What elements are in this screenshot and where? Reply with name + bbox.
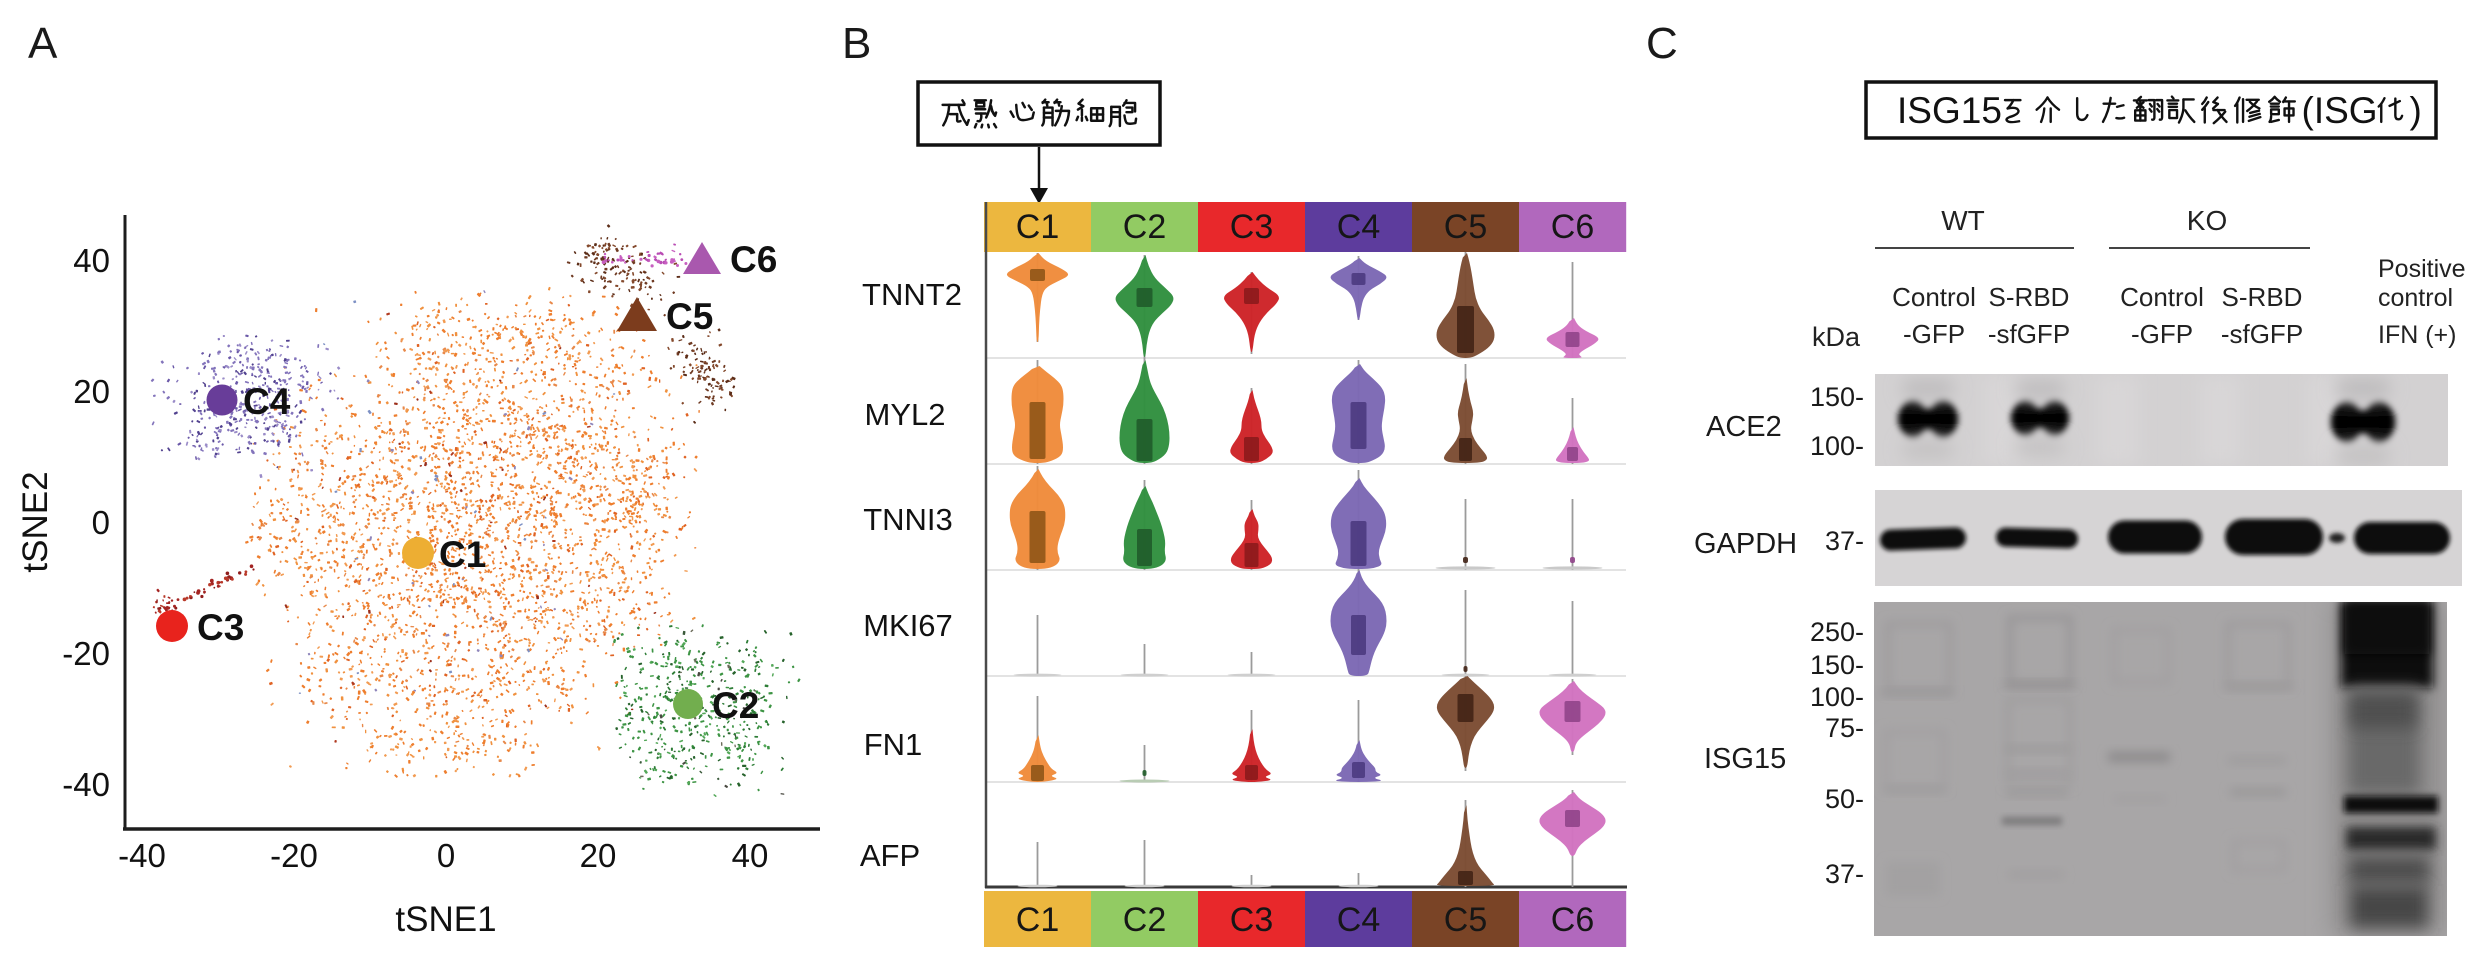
svg-text:FN1: FN1 [864,727,923,762]
svg-text:C1: C1 [439,534,486,575]
svg-text:tSNE2: tSNE2 [16,471,55,572]
svg-text:-sfGFP: -sfGFP [2221,319,2303,349]
svg-text:C6: C6 [1551,901,1594,939]
svg-text:control: control [2378,284,2453,312]
svg-text:-sfGFP: -sfGFP [1988,319,2070,349]
svg-text:B: B [842,19,871,68]
svg-text:S-RBD: S-RBD [1989,282,2070,312]
svg-text:100-: 100- [1810,431,1864,461]
svg-text:WT: WT [1941,205,1985,236]
svg-text:ACE2: ACE2 [1706,411,1782,443]
svg-text:40: 40 [732,837,769,874]
svg-text:75-: 75- [1825,713,1864,743]
svg-text:C4: C4 [1337,208,1380,246]
svg-text:50-: 50- [1825,784,1864,814]
svg-text:150-: 150- [1810,650,1864,680]
svg-text:tSNE1: tSNE1 [395,900,496,939]
svg-text:C5: C5 [1444,208,1487,246]
svg-text:S-RBD: S-RBD [2222,282,2303,312]
svg-text:C6: C6 [1551,208,1594,246]
svg-text:-GFP: -GFP [1903,319,1965,349]
svg-text:Control: Control [2120,282,2204,312]
svg-text:ISG15: ISG15 [1704,743,1786,775]
svg-text:TNNT2: TNNT2 [862,277,962,312]
svg-text:37-: 37- [1825,859,1864,889]
svg-text:-GFP: -GFP [2131,319,2193,349]
svg-text:Positive: Positive [2378,255,2466,283]
svg-text:C2: C2 [1123,208,1166,246]
svg-text:-40: -40 [118,837,166,874]
svg-text:250-: 250- [1810,617,1864,647]
svg-text:C1: C1 [1016,208,1059,246]
svg-text:100-: 100- [1810,682,1864,712]
svg-text:-40: -40 [62,766,110,803]
svg-text:KO: KO [2187,205,2227,236]
svg-text:C1: C1 [1016,901,1059,939]
svg-text:-20: -20 [270,837,318,874]
svg-text:37-: 37- [1825,526,1864,556]
svg-text:0: 0 [437,837,455,874]
svg-text:150-: 150- [1810,382,1864,412]
svg-text:C6: C6 [730,239,777,280]
svg-text:MKI67: MKI67 [863,608,953,643]
svg-text:40: 40 [73,242,110,279]
svg-text:C3: C3 [1230,901,1273,939]
svg-text:TNNI3: TNNI3 [863,502,953,537]
svg-text:C3: C3 [197,607,244,648]
svg-text:Control: Control [1892,282,1976,312]
svg-text:): ) [2410,90,2422,131]
svg-text:0: 0 [92,504,110,541]
svg-text:MYL2: MYL2 [865,397,946,432]
svg-text:C4: C4 [1337,901,1380,939]
svg-text:C4: C4 [243,381,291,422]
svg-text:kDa: kDa [1812,322,1861,352]
svg-text:IFN (+): IFN (+) [2378,321,2456,349]
svg-text:C5: C5 [666,296,713,337]
svg-text:GAPDH: GAPDH [1694,528,1797,560]
svg-text:ISG15: ISG15 [1897,90,2002,131]
svg-text:20: 20 [73,373,110,410]
svg-text:C3: C3 [1230,208,1273,246]
svg-text:C2: C2 [712,685,759,726]
svg-text:C5: C5 [1444,901,1487,939]
svg-text:(ISG: (ISG [2302,90,2378,131]
svg-text:20: 20 [580,837,617,874]
svg-text:A: A [28,19,58,68]
svg-text:AFP: AFP [860,838,920,873]
svg-text:C2: C2 [1123,901,1166,939]
svg-text:-20: -20 [62,635,110,672]
svg-text:C: C [1646,19,1678,68]
